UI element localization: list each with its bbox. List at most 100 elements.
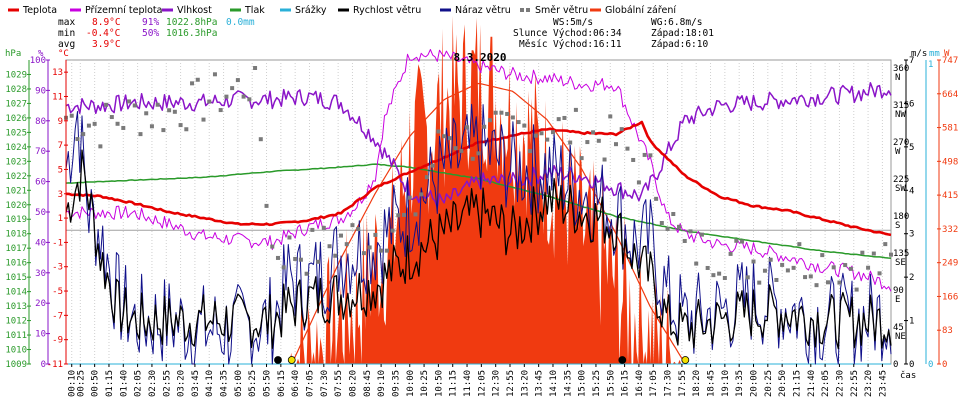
wind-dir-point: [190, 81, 195, 86]
wind-dir-point: [780, 262, 785, 267]
wind-dir-point: [682, 238, 687, 243]
radiation-axis-tick-label: 166: [942, 292, 958, 302]
wind-speed-axis-tick-label: 2: [909, 273, 914, 283]
unit-mm: mm: [929, 49, 940, 59]
pressure-line: [65, 163, 892, 259]
x-tick-label: 19:35: [735, 370, 745, 397]
legend-label: Náraz větru: [455, 5, 511, 16]
wind-dir-point: [407, 195, 412, 200]
hpa-axis-tick-label: 1026: [5, 114, 27, 124]
hpa-axis-tick-label: 1028: [5, 85, 27, 95]
unit-ms: m/s: [911, 49, 927, 59]
wind-dir-point: [877, 271, 882, 276]
wind-dir-point: [843, 263, 848, 268]
humidity-axis-tick-label: 50: [35, 208, 46, 218]
radiation-axis-tick-label: 581: [942, 124, 958, 134]
wind-dir-point: [866, 265, 871, 270]
x-tick-label: 02:30: [148, 370, 158, 397]
wind-dir-point: [419, 192, 424, 197]
wind-speed-axis-tick-label: 6: [909, 99, 914, 109]
x-tick-label: 03:45: [191, 370, 201, 397]
x-tick-label: 12:30: [492, 370, 502, 397]
wind-dir-point: [384, 248, 389, 253]
wind-dir-point: [144, 111, 149, 116]
x-tick-label: 01:40: [119, 370, 129, 397]
humidity-axis-tick-label: 20: [35, 299, 46, 309]
wind-dir-point: [86, 123, 91, 128]
chart-date: 8.3.2020: [454, 51, 507, 64]
wind-dir-point: [591, 130, 596, 135]
wind-dir-point: [253, 66, 258, 70]
wind-dir-point: [424, 175, 429, 180]
unit-degc: °C: [58, 49, 69, 59]
x-tick-label: 19:10: [721, 370, 731, 397]
x-tick-label: 17:05: [649, 370, 659, 397]
legend: Teplota Přízemní teplota Vlhkost Tlak Srážky…: [8, 5, 676, 16]
hpa-axis-tick-label: 1025: [5, 128, 27, 138]
wind-dir-point: [293, 256, 298, 261]
x-tick-label: 02:05: [134, 370, 144, 397]
temp-axis-tick-label: 13: [52, 68, 63, 78]
x-tick-label: 10:00: [406, 370, 416, 397]
wind-dir-point: [81, 132, 86, 137]
radiation-axis-tick-label: 747: [942, 56, 958, 66]
radiation-axis-tick-label: 664: [942, 90, 958, 100]
hpa-axis-tick-label: 1023: [5, 157, 27, 167]
temperature-line: [65, 120, 892, 237]
x-tick-label: 13:45: [535, 370, 545, 397]
wind-dir-tick-label: 315: [893, 101, 909, 111]
wind-dir-point: [665, 226, 670, 231]
sun-rise: Východ:06:34: [553, 28, 622, 39]
wind-speed-line: [65, 149, 892, 350]
wind-dir-point: [550, 130, 555, 135]
wind-dir-point: [568, 140, 573, 145]
x-tick-label: 11:15: [449, 370, 459, 397]
stat-max-rain: 0.0mm: [226, 17, 255, 28]
unit-hpa: hPa: [5, 49, 21, 59]
temp-axis-tick-label: -5: [52, 287, 63, 297]
hpa-axis-tick-label: 1014: [5, 288, 27, 298]
x-tick-label: 16:40: [635, 370, 645, 397]
wind-dir-point: [132, 103, 137, 108]
wind-dir-point: [722, 276, 727, 281]
humidity-axis-tick-label: 100: [30, 56, 46, 66]
radiation-area: [289, 15, 685, 364]
hpa-axis-tick-label: 1017: [5, 244, 27, 254]
temp-axis-tick-label: -9: [52, 336, 63, 346]
x-tick-label: 07:30: [320, 370, 330, 397]
hpa-axis-tick-label: 1012: [5, 317, 27, 327]
x-tick-label: 23:45: [878, 370, 888, 397]
wind-dir-point: [659, 221, 664, 226]
x-tick-label: 09:35: [391, 370, 401, 397]
wind-dir-point: [757, 280, 762, 285]
radiation-axis-tick-label: 249: [942, 259, 958, 269]
wind-dir-point: [98, 144, 103, 149]
wind-dir-point: [390, 228, 395, 233]
wind-speed-axis-tick-label: 4: [909, 186, 914, 196]
wind-dir-point: [442, 134, 447, 139]
wind-dir-point: [528, 149, 533, 154]
temp-axis-tick-label: 9: [58, 117, 63, 127]
stat-max-press: 1022.8hPa: [166, 17, 217, 28]
x-tick-label: 12:05: [477, 370, 487, 397]
wind-dir-point: [573, 107, 578, 112]
wind-dir-compass-label: NE: [895, 332, 906, 342]
wind-dir-point: [539, 131, 544, 136]
wind-dir-point: [522, 123, 527, 128]
wind-dir-point: [241, 94, 246, 99]
wind-dir-point: [854, 287, 859, 292]
unit-pct: %: [38, 49, 44, 59]
wind-dir-point: [69, 113, 74, 118]
x-tick-label: 22:30: [835, 370, 845, 397]
legend-label: Rychlost větru: [353, 5, 421, 16]
wind-speed-axis-tick-label: 3: [909, 230, 914, 240]
wind-dir-point: [499, 110, 504, 115]
wind-dir-point: [207, 99, 212, 104]
wind-dir-point: [717, 271, 722, 276]
temp-axis-tick-label: -3: [52, 263, 63, 273]
x-tick-label: 09:10: [377, 370, 387, 397]
sun-set: Západ:18:01: [651, 28, 714, 39]
